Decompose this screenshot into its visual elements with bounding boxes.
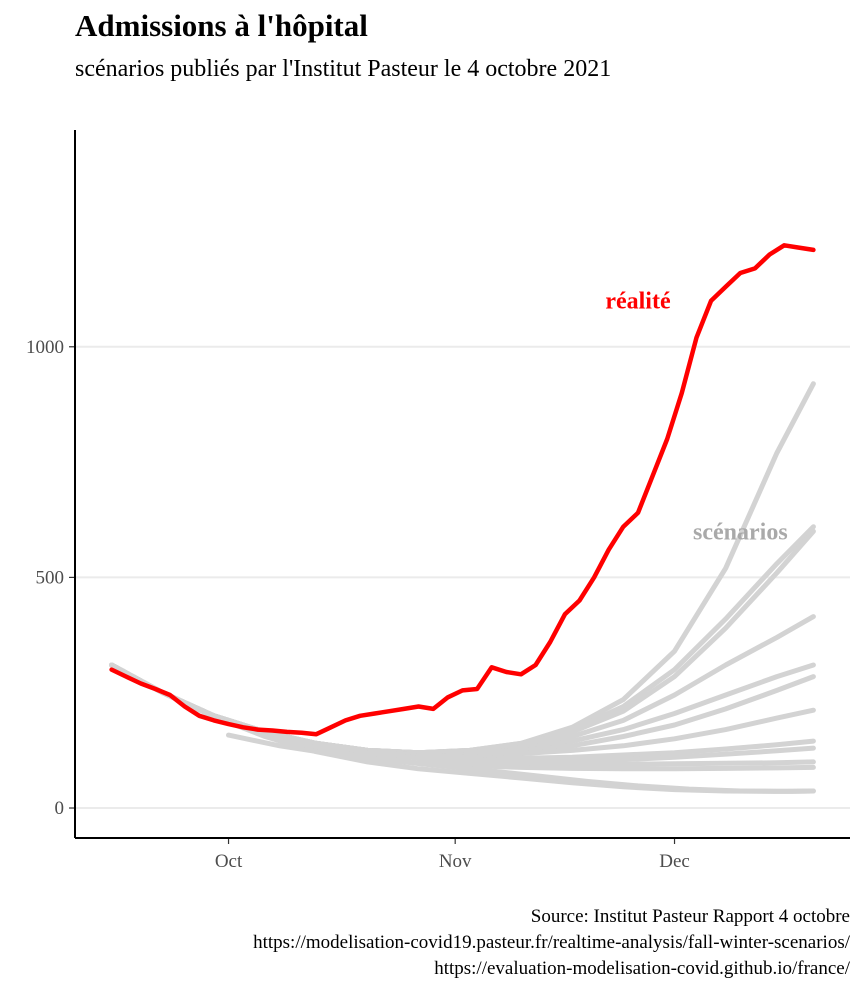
x-tick-label: Nov <box>439 851 472 872</box>
caption-url-pasteur: https://modelisation-covid19.pasteur.fr/… <box>253 932 850 953</box>
caption-source: Source: Institut Pasteur Rapport 4 octob… <box>530 906 850 927</box>
series-line-scenario-12 <box>109 662 816 794</box>
y-tick-label: 500 <box>36 567 65 588</box>
scenario-lines <box>109 381 816 794</box>
realite-line <box>109 243 816 737</box>
y-tick-label: 1000 <box>26 337 64 358</box>
series-line-realite <box>109 243 816 737</box>
x-tick-label: Dec <box>659 851 690 872</box>
x-tick-label: Oct <box>215 851 243 872</box>
series-line-scenario-7 <box>109 662 816 758</box>
series-line-scenario-1 <box>109 381 816 756</box>
caption-url-evaluation: https://evaluation-modelisation-covid.gi… <box>434 958 850 979</box>
realite-label: réalité <box>605 289 671 315</box>
gridlines <box>75 345 850 810</box>
chart-subtitle: scénarios publiés par l'Institut Pasteur… <box>75 56 612 82</box>
annotations: réalité scénarios <box>605 289 787 546</box>
y-tick-label: 0 <box>55 798 65 819</box>
scenarios-label: scénarios <box>693 519 788 545</box>
series-line-scenario-13 <box>226 732 816 794</box>
axes: 0 500 1000 Oct Nov Dec <box>26 130 850 872</box>
chart-title: Admissions à l'hôpital <box>75 8 368 43</box>
series-line-scenario-8 <box>109 662 816 761</box>
